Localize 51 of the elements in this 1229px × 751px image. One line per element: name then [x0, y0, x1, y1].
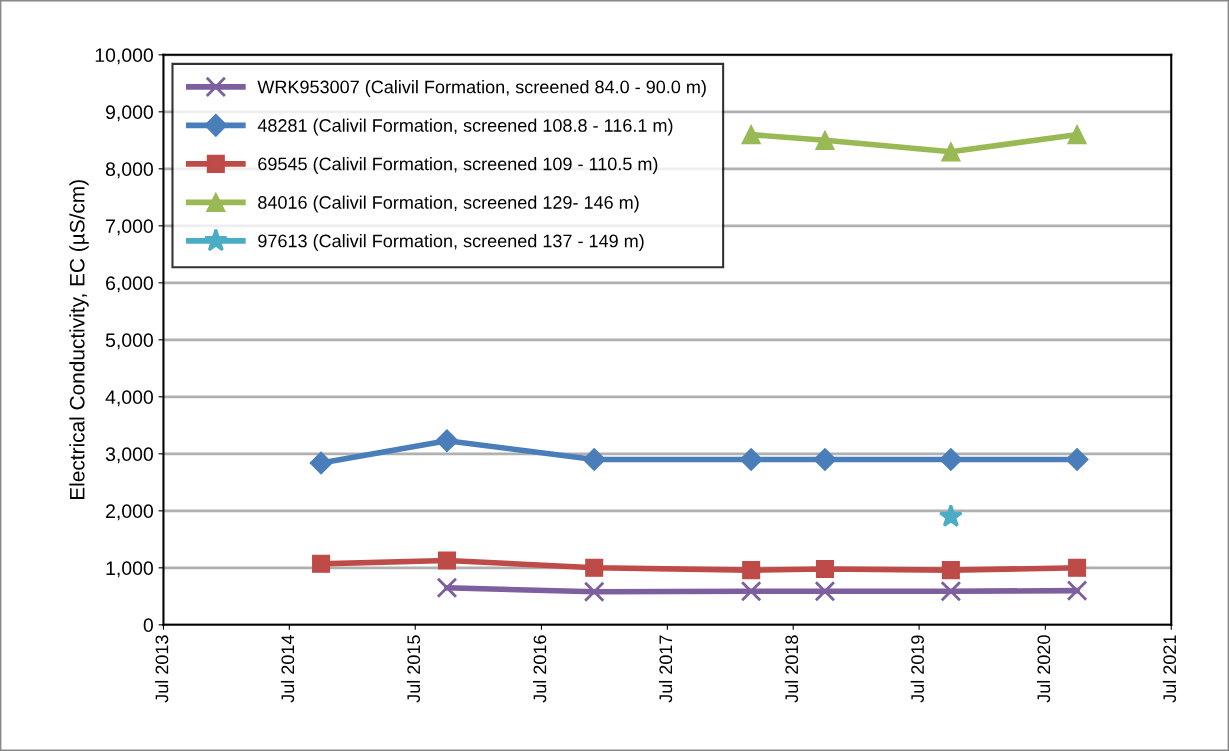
x-tick-label: Jul 2016: [533, 635, 547, 703]
point: [1068, 558, 1087, 577]
point: [740, 580, 762, 602]
y-tick-label: 4,000: [105, 390, 153, 407]
legend-label: WRK953007 (Calivil Formation, screened 84.0 - 90.0 m): [257, 80, 706, 97]
point: [815, 559, 834, 578]
point: [742, 561, 761, 580]
y-axis-title: Electrical Conductivity, EC (µS/cm): [69, 180, 89, 500]
legend-label: 48281 (Calivil Formation, screened 108.8 - 116.1 m): [257, 118, 673, 136]
point: [941, 561, 960, 580]
point: [435, 429, 459, 453]
x-tick-label: Jul 2020: [1036, 635, 1051, 703]
point: [739, 448, 763, 472]
y-tick-label: 1,000: [106, 561, 153, 578]
point: [941, 142, 961, 162]
x-tick-label: Jul 2018: [784, 635, 799, 703]
y-tick-label: 2,000: [106, 504, 153, 521]
point: [312, 554, 331, 573]
point: [585, 558, 604, 577]
y-tick-label: 10,000: [95, 48, 153, 65]
x-tick-label: Jul 2017: [658, 635, 673, 703]
point: [1066, 580, 1088, 602]
y-tick-label: 9,000: [105, 105, 153, 122]
point: [741, 124, 761, 145]
point: [309, 451, 333, 475]
point: [814, 580, 836, 602]
x-tick-label: Jul 2014: [280, 635, 295, 703]
point: [939, 448, 963, 472]
legend-label: 97613 (Calivil Formation, screened 137 - 149 m): [258, 234, 644, 251]
point: [813, 448, 837, 472]
point: [437, 551, 456, 570]
point: [938, 504, 963, 527]
legend-label: 69545 (Calivil Formation, screened 109 - 110.5 m): [258, 157, 658, 174]
y-tick-label: 3,000: [105, 447, 153, 464]
x-tick-label: Jul 2015: [406, 635, 421, 703]
y-tick-label: 0: [143, 618, 153, 633]
point: [583, 581, 605, 603]
legend-label: 84016 (Calivil Formation, screened 129- 146 m): [258, 195, 639, 213]
point: [815, 130, 835, 151]
x-tick-label: Jul 2013: [155, 635, 169, 703]
y-tick-label: 8,000: [105, 162, 153, 179]
point: [1065, 448, 1089, 472]
point: [582, 448, 606, 472]
point: [436, 577, 458, 599]
point: [940, 580, 962, 602]
x-tick-label: Jul 2019: [910, 635, 924, 703]
point: [1067, 124, 1087, 145]
y-tick-label: 6,000: [106, 276, 153, 293]
x-tick-label: Jul 2021: [1162, 635, 1177, 703]
y-tick-label: 7,000: [106, 219, 153, 236]
y-tick-label: 5,000: [105, 333, 153, 350]
